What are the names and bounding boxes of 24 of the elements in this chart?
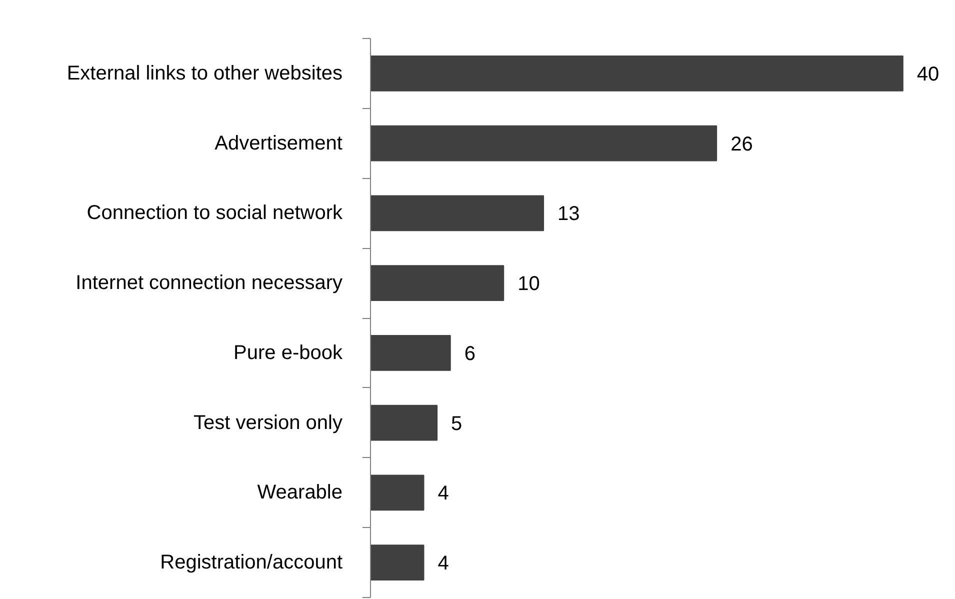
data-label: 4 (438, 552, 449, 575)
y-tick-label: Wearable (257, 482, 342, 504)
bar (370, 334, 451, 371)
y-tick-label: Pure e-book (234, 342, 344, 364)
y-tick-label: Internet connection necessary (76, 272, 342, 294)
data-label: 4 (438, 482, 449, 505)
data-label: 10 (518, 273, 540, 296)
y-tick-label: Connection to social network (86, 202, 344, 224)
y-tick-label: Advertisement (214, 132, 343, 154)
bar (370, 55, 904, 92)
data-label: 13 (558, 203, 580, 226)
data-label: 6 (464, 342, 476, 365)
y-tick-label: External links to other websites (66, 62, 343, 84)
bar (370, 125, 718, 162)
data-label: 26 (730, 133, 753, 156)
bar (370, 265, 504, 302)
y-tick-label: Test version only (194, 412, 343, 434)
bar (370, 195, 544, 232)
data-label: 5 (451, 412, 462, 435)
bar (370, 404, 438, 441)
data-label: 40 (916, 63, 940, 86)
bar (370, 474, 424, 511)
bar (370, 544, 424, 581)
y-tick-label: Registration/account (160, 552, 343, 574)
